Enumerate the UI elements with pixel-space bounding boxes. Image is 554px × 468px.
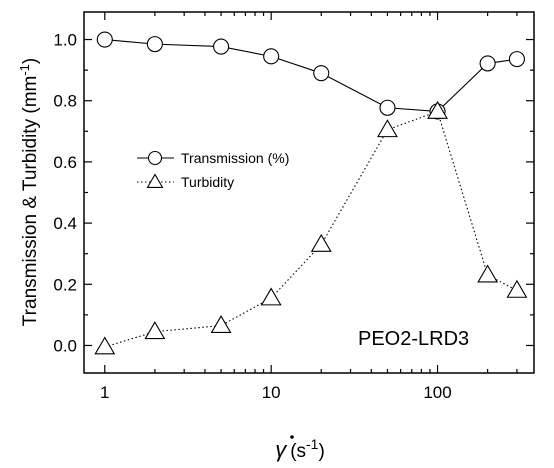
- legend-label-transmission: Transmission (%): [181, 150, 289, 166]
- y-axis-label-close: ): [20, 58, 41, 64]
- data-point-transmission: [379, 99, 396, 116]
- series-layer: [94, 31, 528, 355]
- data-point-turbidity: [260, 287, 282, 306]
- y-axis-label: Transmission & Turbidity (mm-1): [17, 58, 41, 326]
- x-axis-label-unit: (s: [290, 441, 306, 462]
- data-point-transmission: [146, 36, 163, 53]
- data-point-transmission: [96, 31, 113, 48]
- y-tick-label: 0.2: [53, 275, 77, 294]
- x-axis-ticks: 1 10 100: [100, 12, 518, 402]
- data-point-transmission: [508, 51, 525, 68]
- y-axis-label-main: Transmission & Turbidity (mm: [20, 76, 41, 327]
- x-axis-label-exponent: -1: [306, 436, 319, 452]
- plot-frame: [83, 11, 535, 374]
- y-tick-label: 0.0: [53, 336, 77, 355]
- sample-annotation: PEO2-LRD3: [358, 328, 469, 350]
- legend-marker-turbidity: [146, 173, 164, 188]
- legend: Transmission (%) Turbidity: [137, 150, 289, 190]
- y-tick-label: 0.4: [53, 214, 77, 233]
- x-axis-label: γ (s-1): [275, 436, 325, 462]
- data-point-turbidity: [94, 336, 116, 355]
- data-point-transmission: [213, 38, 230, 55]
- data-point-transmission: [313, 65, 330, 82]
- data-point-turbidity: [144, 321, 166, 340]
- data-point-transmission: [479, 55, 496, 72]
- series-line: [104, 38, 517, 112]
- legend-marker-transmission: [147, 150, 163, 166]
- data-point-turbidity: [477, 264, 499, 283]
- y-axis-ticks: 0.0 0.2 0.4 0.6 0.8 1.0: [53, 31, 534, 355]
- x-tick-label: 100: [423, 383, 451, 402]
- legend-label-turbidity: Turbidity: [181, 174, 234, 190]
- data-point-turbidity: [310, 233, 332, 252]
- x-axis-label-dot: [290, 435, 294, 439]
- data-point-turbidity: [427, 100, 448, 119]
- x-tick-label: 1: [100, 383, 109, 402]
- data-point-transmission: [263, 48, 280, 65]
- data-point-turbidity: [376, 119, 398, 138]
- data-point-turbidity: [210, 314, 232, 333]
- y-tick-label: 0.6: [53, 153, 77, 172]
- x-axis-label-symbol: γ: [275, 437, 288, 462]
- data-point-turbidity: [506, 279, 528, 298]
- y-axis-label-exponent: -1: [17, 64, 32, 76]
- x-axis-label-close: ): [318, 441, 324, 462]
- y-tick-label: 1.0: [53, 31, 77, 50]
- series-line: [104, 110, 518, 348]
- x-tick-label: 10: [262, 383, 281, 402]
- y-tick-label: 0.8: [53, 92, 77, 111]
